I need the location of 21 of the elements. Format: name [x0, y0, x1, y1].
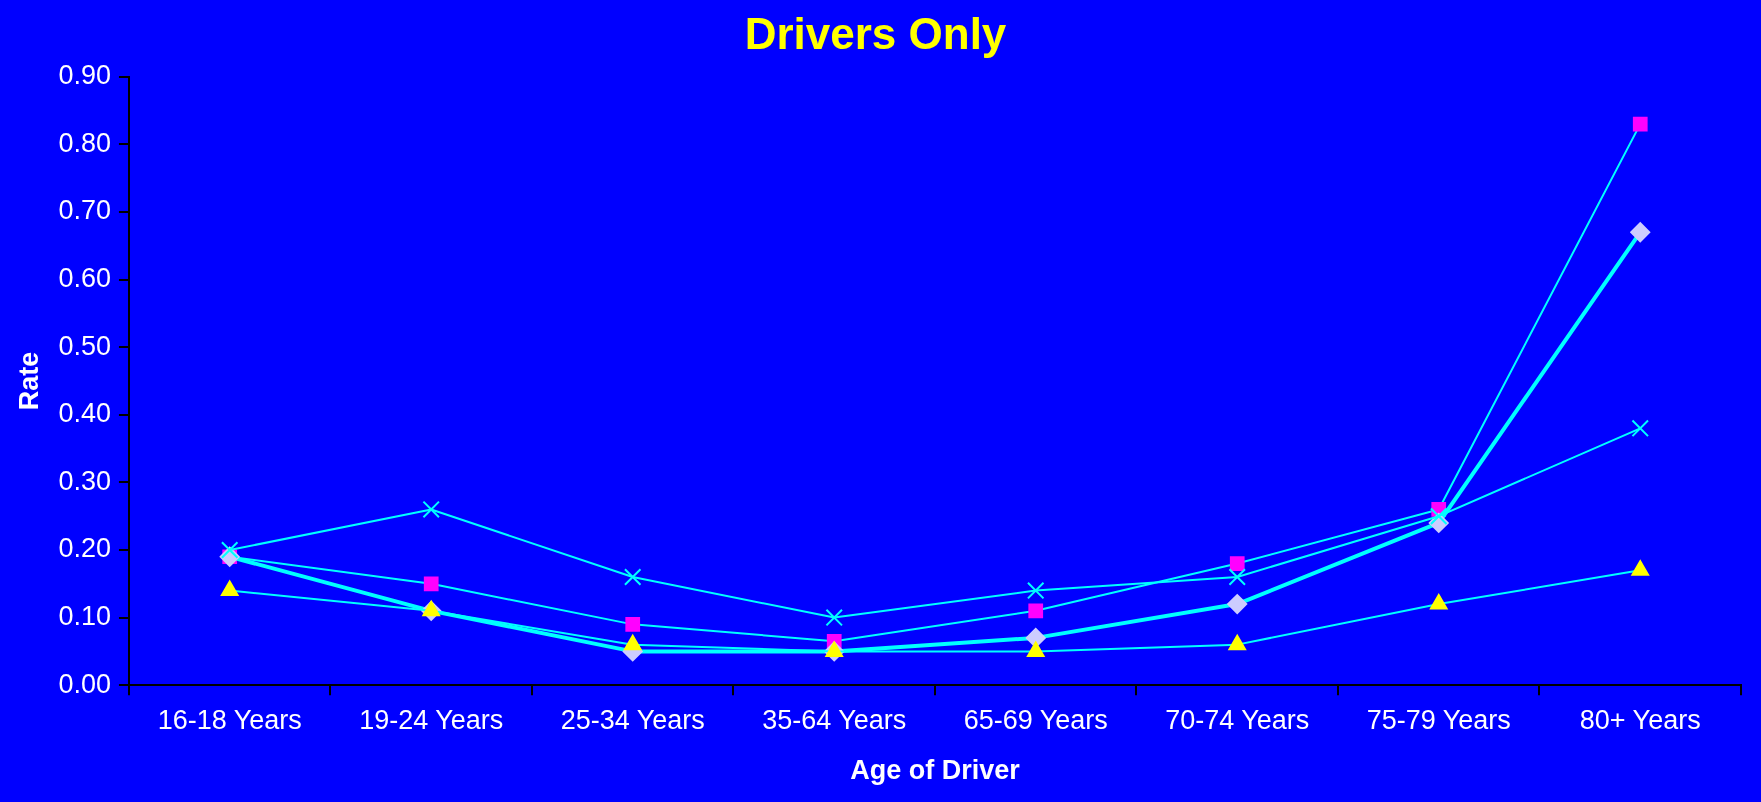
y-tick-label: 0.10 [58, 601, 111, 632]
x-tick-label: 65-69 Years [963, 704, 1108, 735]
x-axis-title: Age of Driver [850, 755, 1021, 786]
y-tick-label: 0.30 [58, 465, 111, 496]
y-tick-label: 0.70 [58, 195, 111, 226]
y-tick-label: 0.50 [58, 330, 111, 361]
y-tick-label: 0.90 [58, 60, 111, 91]
x-tick-label: 70-74 Years [1165, 704, 1310, 735]
y-tick-label: 0.60 [58, 263, 111, 294]
x-tick-label: 75-79 Years [1366, 704, 1511, 735]
y-tick-label: 0.20 [58, 533, 111, 564]
y-tick-label: 0.80 [58, 127, 111, 158]
x-tick-label: 35-64 Years [762, 704, 907, 735]
y-tick-label: 0.40 [58, 398, 111, 429]
x-tick-label: 19-24 Years [359, 704, 504, 735]
y-tick-label: 0.00 [58, 668, 111, 699]
x-tick-label: 16-18 Years [157, 704, 302, 735]
y-axis-title: Rate [13, 351, 44, 411]
x-tick-label: 25-34 Years [560, 704, 705, 735]
x-tick-label: 80+ Years [1579, 704, 1701, 735]
chart-title: Drivers Only [744, 8, 1007, 58]
